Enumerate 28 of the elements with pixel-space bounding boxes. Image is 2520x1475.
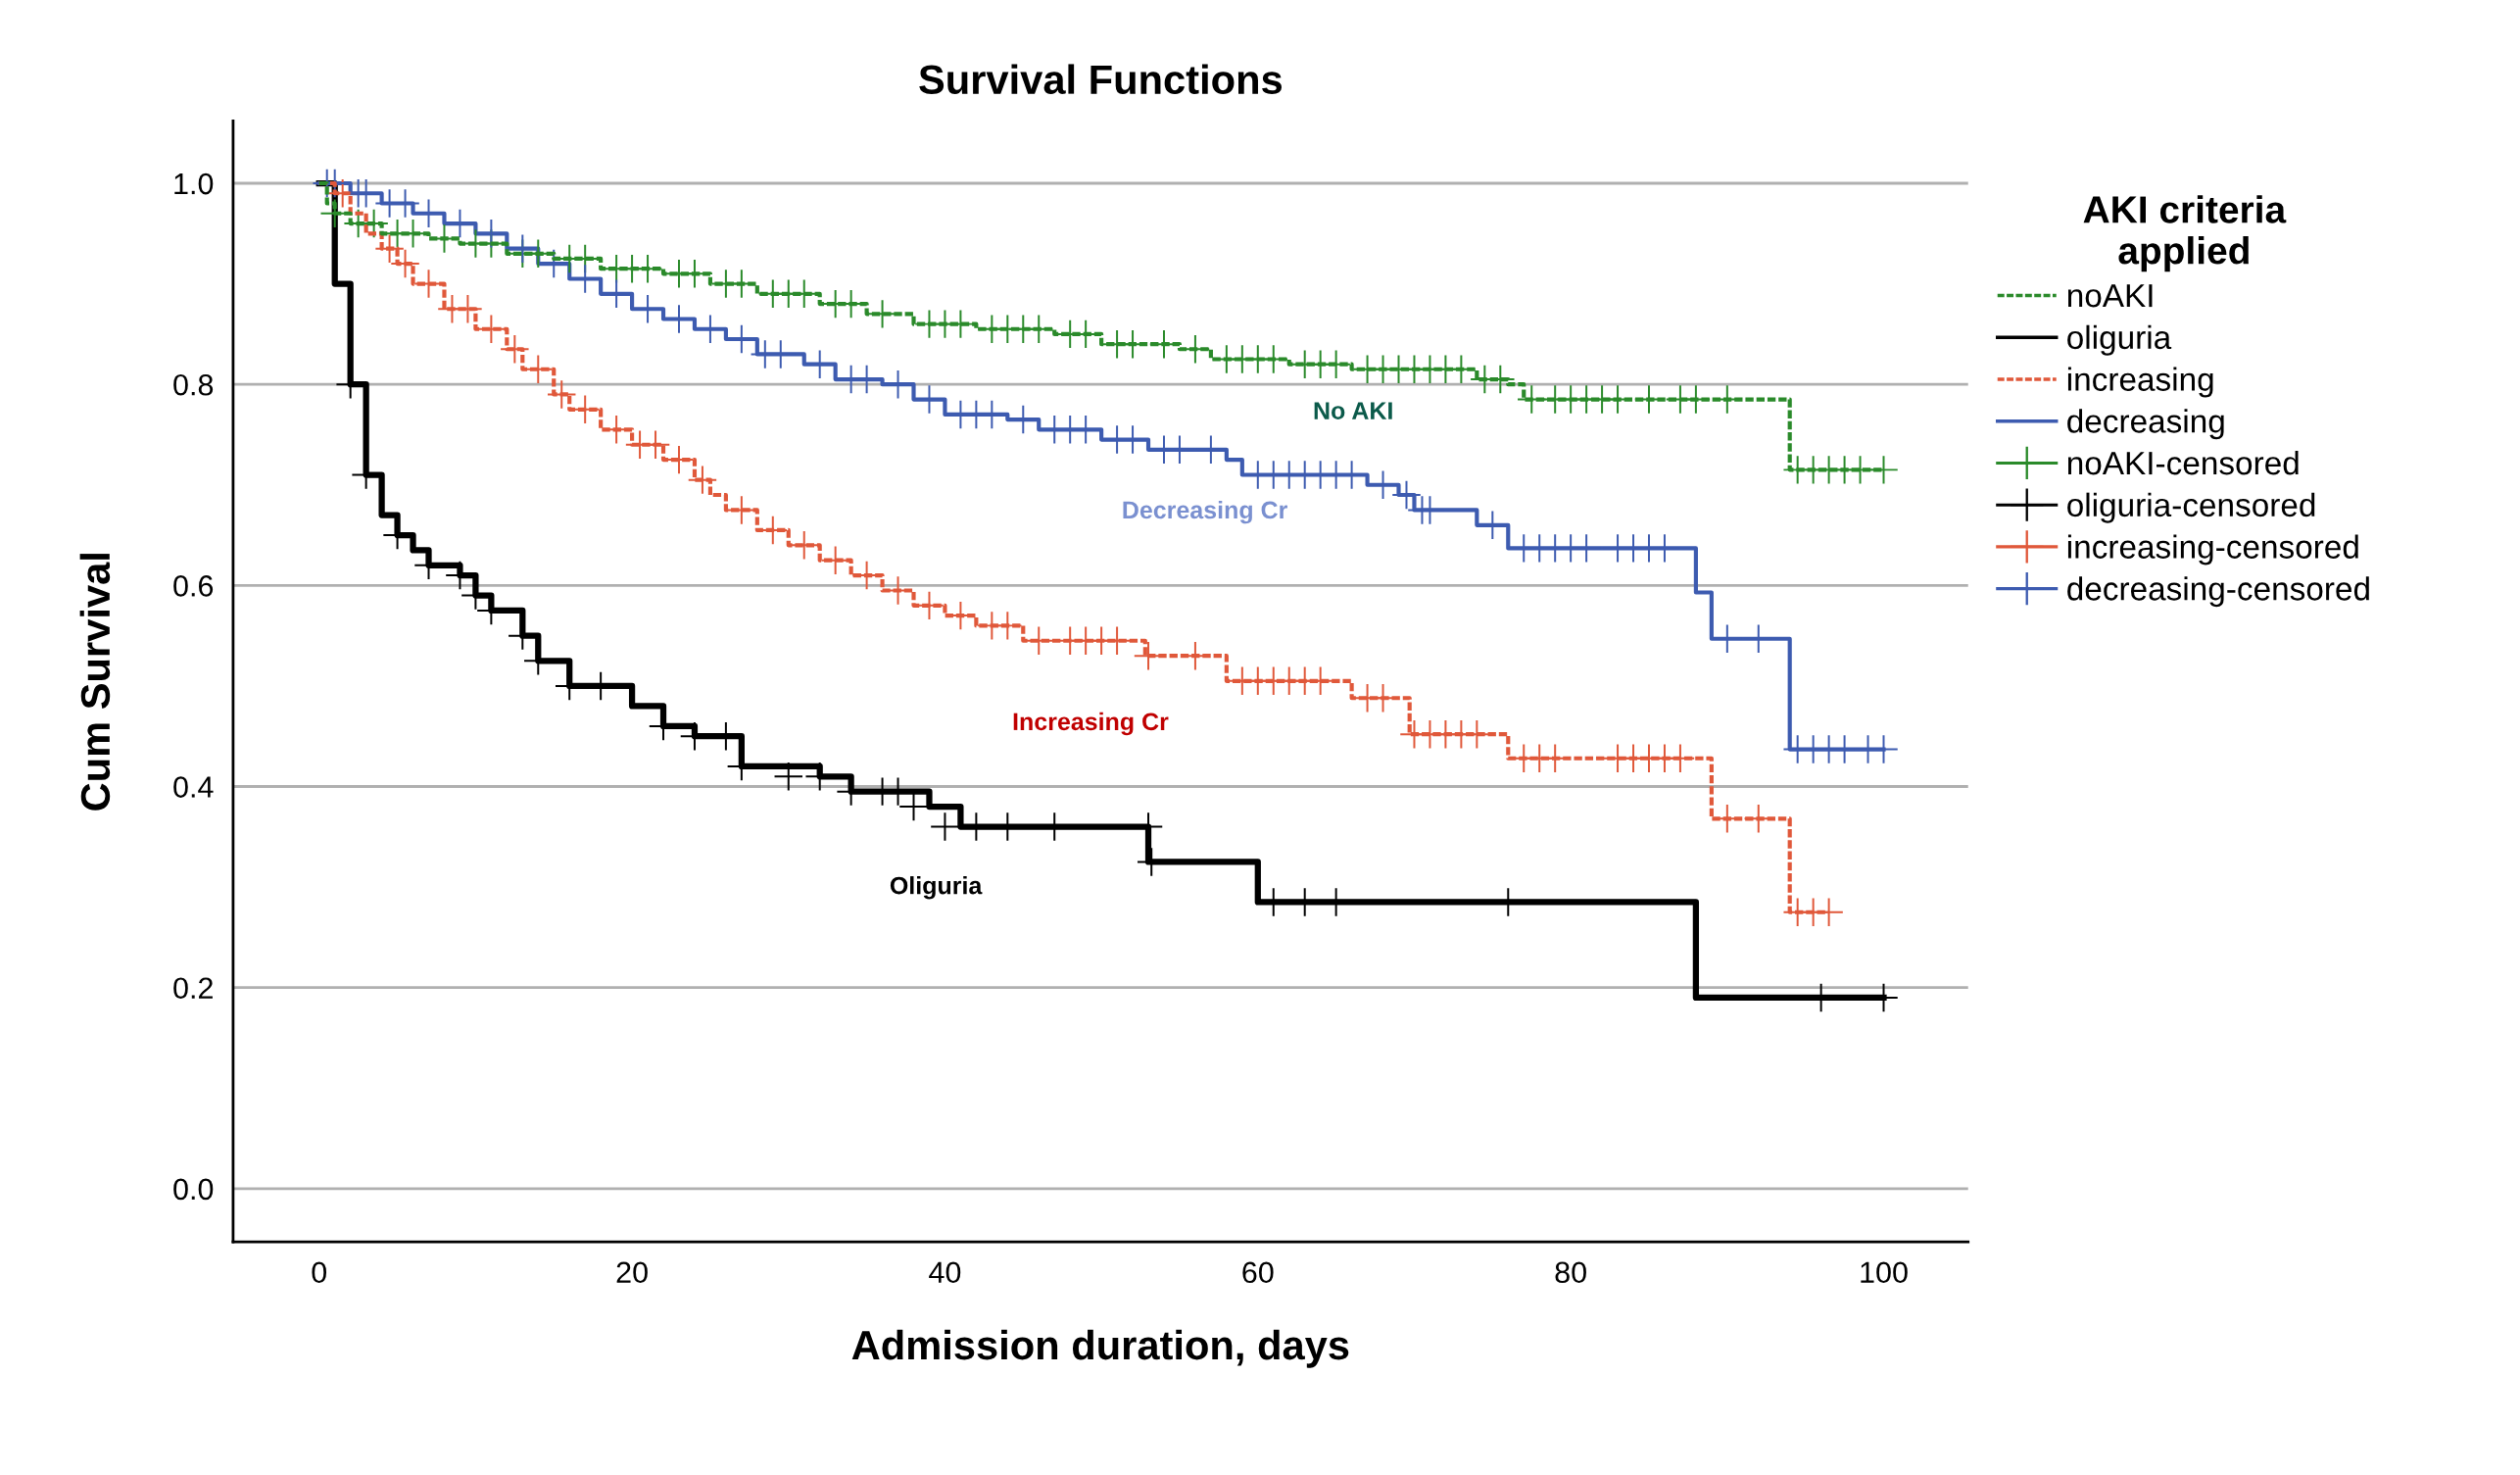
y-tick-label: 0.0 <box>173 1178 214 1201</box>
y-tick-label: 1.0 <box>174 172 214 195</box>
x-tick-label: 60 <box>1242 1261 1274 1284</box>
legend-label: decreasing-censored <box>2067 576 2369 608</box>
legend-label: noAKI-censored <box>2067 450 2299 475</box>
annotation: Decreasing Cr <box>1123 500 1287 524</box>
annotation: Increasing Cr <box>1013 712 1169 736</box>
legend-label: noAKI <box>2067 284 2153 308</box>
y-tick-label: 0.4 <box>173 776 214 798</box>
legend-label: decreasing <box>2067 409 2224 440</box>
x-tick-label: 100 <box>1861 1261 1908 1284</box>
x-tick-label: 0 <box>312 1261 327 1284</box>
x-tick-label: 20 <box>616 1261 648 1284</box>
y-tick-label: 0.2 <box>173 977 213 1000</box>
x-tick-label: 40 <box>929 1261 961 1284</box>
y-tick-label: 0.8 <box>173 373 214 396</box>
chart-title: Survival Functions <box>919 64 1283 95</box>
y-tick-label: 0.6 <box>173 575 214 597</box>
annotation: Oliguria <box>890 876 983 900</box>
legend-label: oliguria-censored <box>2067 492 2315 523</box>
legend-label: increasing-censored <box>2067 534 2358 565</box>
legend-label: increasing <box>2067 367 2213 398</box>
x-axis-title: Admission duration, days <box>851 1329 1349 1368</box>
annotation: No AKI <box>1314 402 1392 419</box>
legend-title: AKI criteria applied <box>2083 195 2287 272</box>
legend-label: oliguria <box>2067 324 2172 356</box>
y-axis-title: Cum Survival <box>79 554 111 811</box>
x-tick-label: 80 <box>1555 1261 1586 1284</box>
